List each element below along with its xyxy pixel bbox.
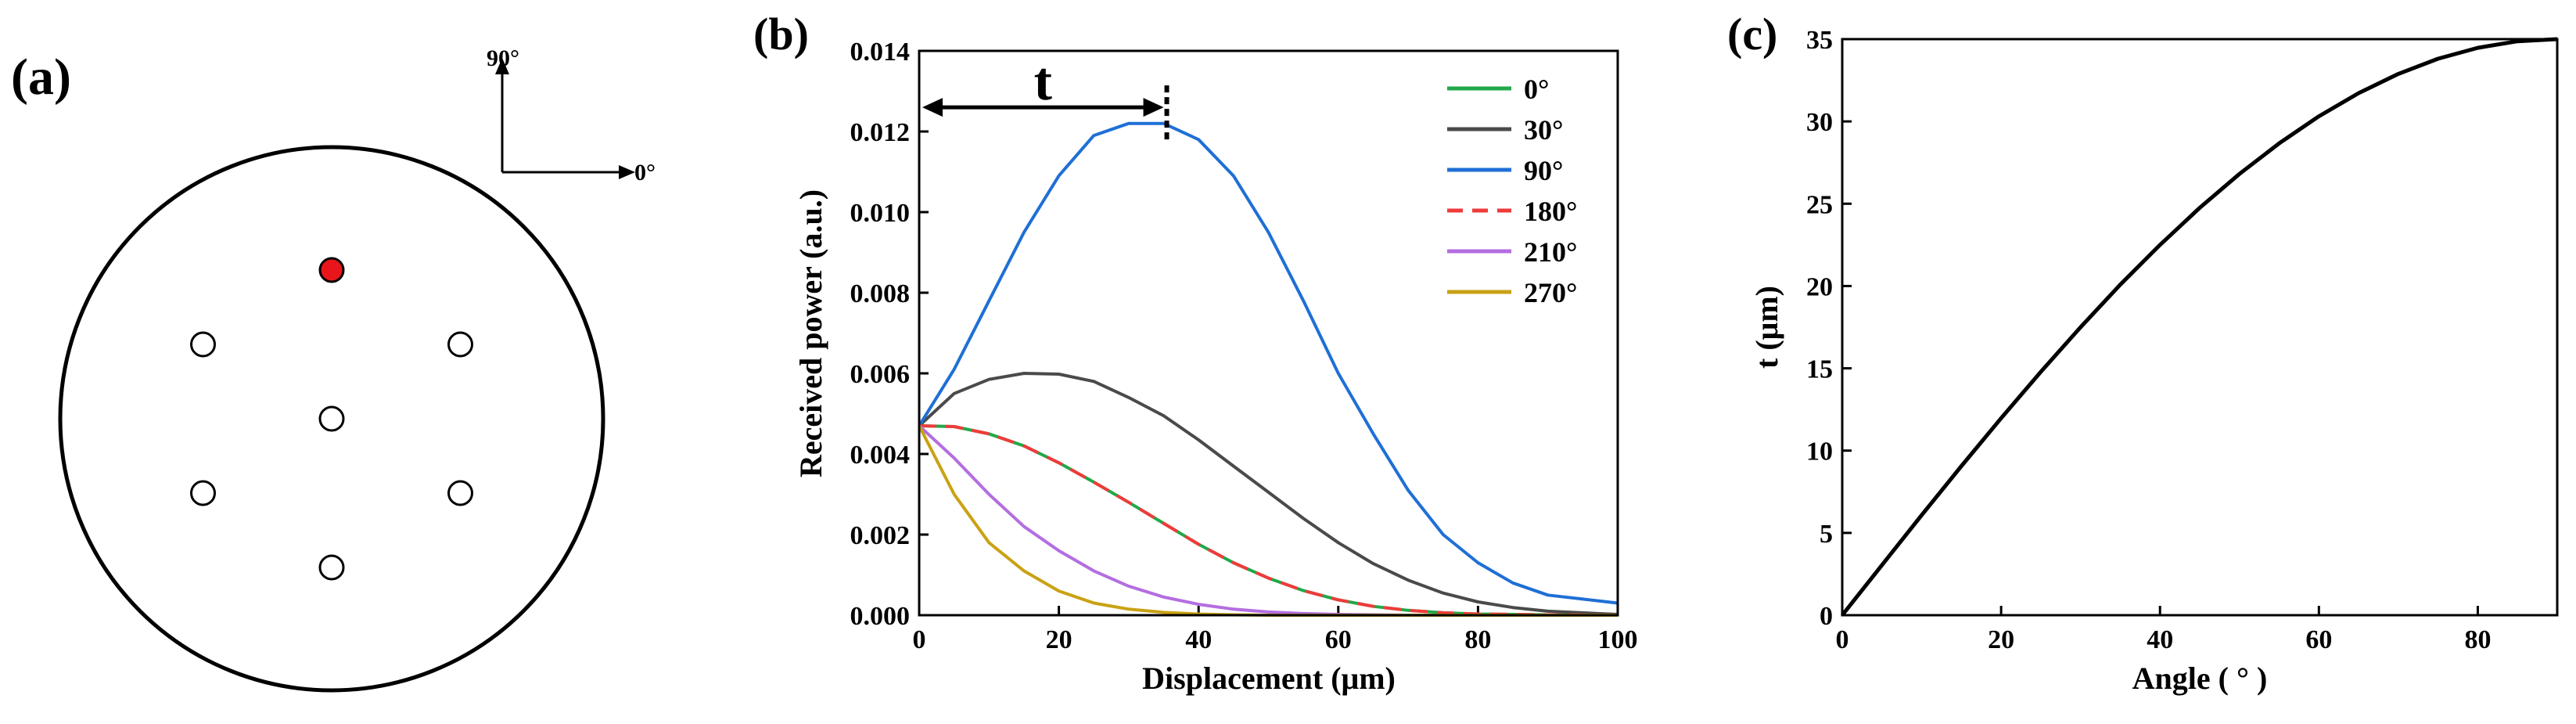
panel-b-series xyxy=(918,121,1619,617)
annotation-t-label: t xyxy=(1034,52,1052,112)
y-tick-label-c-7: 35 xyxy=(1806,26,1833,55)
panel-b-plot-frame xyxy=(918,49,1619,617)
fiber-core-bottom xyxy=(318,554,345,581)
panel-c-x-axis-label: Angle ( ° ) xyxy=(2132,661,2268,696)
arrow-up-label: 90° xyxy=(487,45,519,71)
panel-b-x-axis-label: Displacement (μm) xyxy=(1142,661,1396,696)
x-tick-label-c-4: 80 xyxy=(2464,625,2491,654)
panel-b-chart: (b) 0.0000.0020.0040.0060.0080.0100.0120… xyxy=(753,9,1638,696)
x-tick-label-b-5: 100 xyxy=(1598,625,1638,654)
series-line-210deg xyxy=(918,424,1618,617)
series-line-90deg xyxy=(918,121,1619,605)
fiber-core-upper-left xyxy=(190,331,216,358)
fiber-cores xyxy=(190,257,473,581)
fiber-core-lower-right xyxy=(447,480,473,506)
legend-label-270deg: 270° xyxy=(1524,277,1577,308)
fiber-core-lower-left xyxy=(190,480,216,506)
arrow-right-label: 0° xyxy=(634,160,656,186)
y-tick-label-b-4: 0.008 xyxy=(850,279,911,308)
y-tick-label-c-5: 25 xyxy=(1806,190,1833,219)
x-tick-label-b-4: 80 xyxy=(1464,625,1491,654)
y-tick-label-b-0: 0.000 xyxy=(850,602,911,631)
legend-label-0deg: 0° xyxy=(1524,74,1549,105)
fiber-core-top-active xyxy=(318,257,345,283)
y-tick-label-b-3: 0.006 xyxy=(850,360,911,389)
panel-b-legend: 0° 30° 90° 180° 210° 270° xyxy=(1447,74,1577,308)
x-tick-label-b-1: 20 xyxy=(1046,625,1072,654)
legend-label-210deg: 210° xyxy=(1524,236,1577,268)
fiber-core-center xyxy=(318,405,345,432)
panel-a: (a) 90° 0° xyxy=(11,45,656,693)
series-line-0deg xyxy=(918,424,1619,617)
arrow-up-icon xyxy=(495,58,509,74)
x-tick-label-c-3: 60 xyxy=(2305,625,2332,654)
panel-b-y-ticks: 0.000 0.002 0.004 0.006 0.008 0.010 0.012 0.014 xyxy=(850,38,929,631)
y-tick-label-b-6: 0.012 xyxy=(850,118,911,147)
y-tick-label-c-0: 0 xyxy=(1820,602,1833,631)
y-tick-label-b-7: 0.014 xyxy=(850,38,911,67)
x-tick-label-c-2: 40 xyxy=(2147,625,2173,654)
series-line-270deg xyxy=(918,425,1618,617)
x-tick-label-b-3: 60 xyxy=(1325,625,1352,654)
panel-c-chart: (c) 0 5 10 15 20 25 30 35 0 20 40 60 80 Angle ( ° )… xyxy=(1727,9,2559,696)
y-tick-label-c-6: 30 xyxy=(1806,108,1833,137)
series-line-180deg xyxy=(918,424,1619,617)
y-tick-label-c-2: 10 xyxy=(1806,438,1833,466)
legend-label-180deg: 180° xyxy=(1524,196,1577,227)
panel-a-label: (a) xyxy=(11,49,71,106)
arrow-right-icon xyxy=(619,165,635,179)
panel-c-label: (c) xyxy=(1727,9,1777,59)
panel-b-annotation: t xyxy=(922,52,1169,143)
fiber-core-upper-right xyxy=(447,331,473,358)
series-line-30deg xyxy=(918,372,1619,616)
x-tick-label-c-0: 0 xyxy=(1836,625,1849,654)
panel-c-series xyxy=(1841,37,2558,617)
y-tick-label-b-5: 0.010 xyxy=(850,199,911,228)
y-tick-label-b-2: 0.004 xyxy=(850,441,911,470)
y-tick-label-c-1: 5 xyxy=(1820,520,1833,549)
arrow-left-icon xyxy=(922,98,943,117)
y-tick-label-c-4: 20 xyxy=(1806,272,1833,301)
panel-c-y-ticks: 0 5 10 15 20 25 30 35 xyxy=(1806,26,1852,631)
panel-b-label: (b) xyxy=(753,9,809,59)
panel-c-x-ticks: 0 20 40 60 80 xyxy=(1836,606,2491,654)
panel-c-plot-frame xyxy=(1841,38,2559,617)
x-tick-label-b-2: 40 xyxy=(1185,625,1212,654)
fiber-cladding-circle xyxy=(58,145,605,693)
y-tick-label-c-3: 15 xyxy=(1806,355,1833,384)
panel-b-y-axis-label: Received power (a.u.) xyxy=(793,189,828,477)
y-tick-label-b-1: 0.002 xyxy=(850,521,911,550)
x-tick-label-c-1: 20 xyxy=(1988,625,2014,654)
legend-label-90deg: 90° xyxy=(1524,155,1563,186)
legend-label-30deg: 30° xyxy=(1524,114,1563,146)
arrow-right-icon xyxy=(1143,98,1164,117)
series-line-t-vs-angle xyxy=(1841,37,2558,617)
panel-c-y-axis-label: t (μm) xyxy=(1749,286,1784,369)
x-tick-label-b-0: 0 xyxy=(913,625,926,654)
